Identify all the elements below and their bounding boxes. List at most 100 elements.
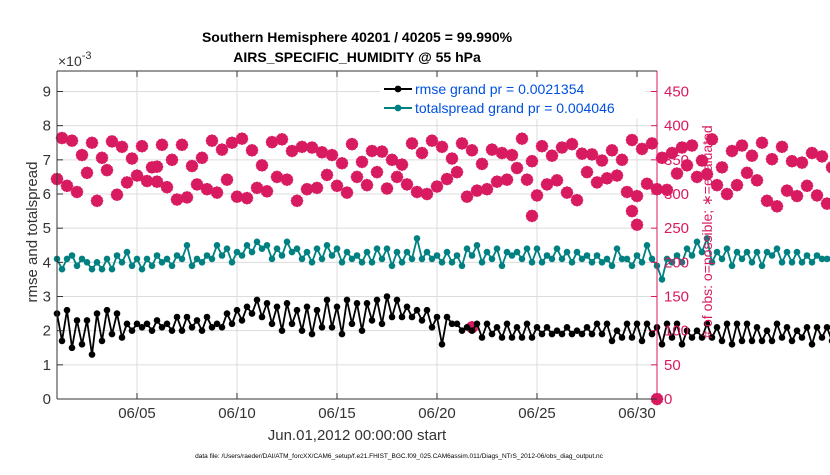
rmse-point [503, 320, 511, 328]
y-axis-label-left: rmse and totalspread [24, 162, 41, 303]
spread-point [118, 259, 126, 266]
obs-point [295, 140, 309, 154]
obs-point [85, 136, 99, 149]
x-tick-label: 06/15 [318, 405, 356, 422]
obs-point [90, 194, 104, 208]
y-left-tick-label: 8 [43, 118, 51, 135]
spread-point [428, 255, 436, 263]
rmse-point [448, 320, 456, 328]
spread-point [538, 259, 546, 266]
obs-point [680, 159, 694, 172]
spread-point [73, 262, 81, 270]
plot-area [57, 71, 657, 400]
spread-point [728, 262, 736, 270]
obs-point [570, 193, 584, 207]
obs-point [325, 148, 339, 162]
rmse-point [338, 330, 346, 338]
spread-point [123, 248, 131, 256]
spread-point [813, 252, 821, 259]
spread-point [453, 252, 461, 259]
spread-point [138, 265, 146, 273]
rmse-point [248, 310, 256, 317]
spread-point [348, 255, 356, 263]
obs-point [355, 155, 369, 169]
obs-point [575, 147, 589, 160]
spread-point [638, 259, 646, 266]
obs-point [625, 133, 639, 147]
spread-point [683, 245, 691, 252]
obs-point [55, 131, 69, 145]
obs-point [115, 140, 129, 154]
obs-point [525, 154, 539, 168]
rmse-point [783, 324, 791, 331]
spread-point [553, 245, 561, 252]
spread-point [823, 255, 830, 263]
spread-point [818, 255, 826, 263]
rmse-point [268, 320, 276, 328]
spread-point [673, 252, 681, 259]
spread-point [663, 255, 671, 263]
spread-point [243, 242, 251, 249]
obs-point [465, 144, 479, 157]
obs-point [95, 151, 109, 165]
obs-point [310, 181, 324, 195]
obs-point [755, 136, 769, 149]
spread-point [593, 252, 601, 259]
rmse-point [478, 334, 486, 341]
rmse-point [518, 334, 526, 341]
obs-point [65, 134, 79, 147]
obs-point [100, 163, 114, 177]
rmse-point [798, 334, 806, 341]
spread-point [603, 255, 611, 263]
rmse-point [228, 320, 236, 328]
obs-point [450, 165, 464, 179]
y-exponent-base: ×10 [58, 53, 82, 69]
legend-spread-label: totalspread grand pr = 0.004046 [415, 100, 615, 116]
rmse-point [293, 306, 301, 314]
obs-point [335, 157, 349, 170]
spread-point [403, 248, 411, 256]
obs-point [80, 166, 94, 180]
rmse-point [433, 313, 441, 321]
obs-point [130, 169, 144, 182]
rmse-point [183, 313, 191, 321]
obs-point [800, 179, 814, 193]
obs-point [245, 144, 259, 157]
rmse-point [288, 320, 296, 328]
spread-point [363, 248, 371, 256]
y-right-tick-label: 300 [664, 186, 689, 203]
spread-point [513, 248, 521, 256]
rmse-point [153, 317, 161, 324]
spread-point [468, 252, 476, 259]
obs-point [340, 186, 354, 199]
rmse-point [243, 303, 251, 311]
rmse-point [148, 327, 156, 335]
y-exponent-label: ×10-3 [58, 50, 92, 69]
obs-point [140, 174, 154, 188]
rmse-point [398, 313, 406, 321]
spread-point [313, 245, 321, 252]
spread-point [338, 259, 346, 266]
rmse-point [303, 303, 311, 311]
rmse-point [823, 324, 830, 331]
rmse-point [193, 317, 201, 324]
spread-point [803, 252, 811, 259]
obs-point [180, 191, 194, 204]
obs-point [200, 182, 214, 196]
obs-point [765, 152, 779, 166]
obs-point [540, 178, 554, 191]
rmse-point [223, 310, 231, 317]
rmse-point [408, 313, 416, 321]
obs-point [550, 174, 564, 187]
rmse-point [673, 320, 681, 328]
spread-point [208, 255, 216, 263]
obs-point [240, 191, 254, 205]
spread-point [608, 262, 616, 270]
rmse-point [593, 320, 601, 328]
rmse-point [508, 334, 516, 341]
spread-point [113, 252, 121, 259]
spread-point [333, 245, 341, 252]
obs-point [345, 137, 359, 151]
spread-point [618, 255, 626, 263]
spread-point [718, 255, 726, 263]
